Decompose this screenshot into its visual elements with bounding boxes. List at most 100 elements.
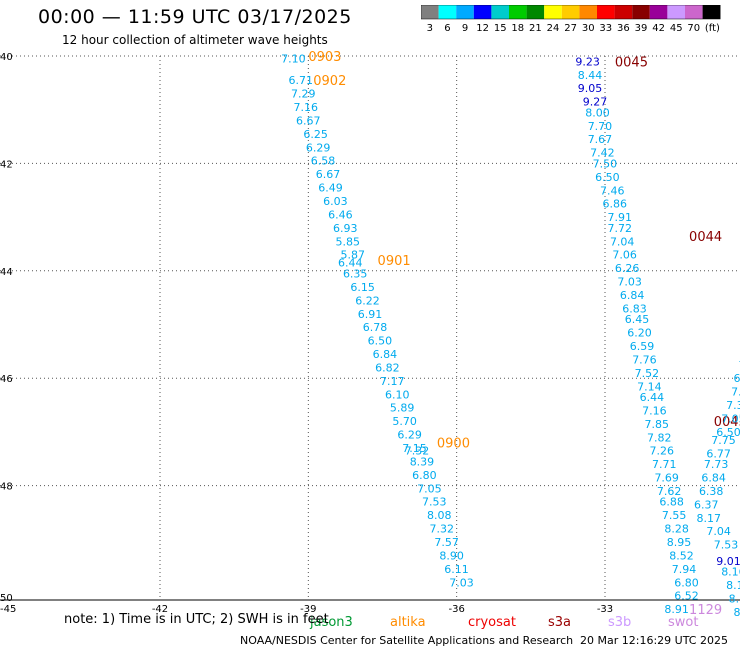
wave-height-value: 7.03 xyxy=(449,576,474,589)
wave-height-value: 6.82 xyxy=(375,361,400,374)
wave-height-value: 8.08 xyxy=(427,509,452,522)
wave-height-value: 9.05 xyxy=(578,82,603,95)
legend-label: 6 xyxy=(444,23,450,34)
wave-height-value: 7.05 xyxy=(731,386,740,399)
wave-height-value: 5.87 xyxy=(340,249,365,262)
wave-height-value: 8.52 xyxy=(669,549,694,562)
legend-swatch xyxy=(456,5,474,19)
wave-height-value: 7.72 xyxy=(607,222,632,235)
wave-height-value: 6.50 xyxy=(368,335,393,348)
lat-tick-label: 46 xyxy=(0,374,13,385)
wave-height-value: 6.91 xyxy=(358,308,383,321)
wave-height-value: 8.95 xyxy=(667,536,692,549)
wave-height-value: 6.84 xyxy=(373,348,398,361)
wave-height-value: 6.44 xyxy=(640,391,665,404)
lat-tick-label: 48 xyxy=(0,482,13,493)
legend-swatch xyxy=(685,5,703,19)
wave-height-value: 7.06 xyxy=(612,249,637,262)
pass-time-label: 0045 xyxy=(615,55,648,70)
legend-label: 45 xyxy=(670,23,683,34)
wave-height-value: 7.05 xyxy=(721,412,740,425)
satellite-legend-s3a: s3a xyxy=(548,615,571,630)
pass-time-label: 0043 xyxy=(714,415,740,430)
wave-height-value: 7.76 xyxy=(632,353,657,366)
wave-height-value: 6.50 xyxy=(716,426,740,439)
wave-height-value: 6.86 xyxy=(603,198,628,211)
wave-height-value: 6.38 xyxy=(699,485,724,498)
wave-height-value: 6.93 xyxy=(333,222,358,235)
wave-height-value: 6.83 xyxy=(622,302,647,315)
lon-tick-label: -39 xyxy=(300,604,316,615)
wave-height-value: 6.52 xyxy=(674,590,699,603)
wave-height-value: 7.17 xyxy=(380,375,405,388)
wave-height-value: 8.14 xyxy=(726,579,740,592)
wave-height-value: 7.70 xyxy=(588,120,613,133)
wave-height-value: 7.69 xyxy=(654,472,679,485)
legend-swatch xyxy=(702,5,721,19)
legend-swatch xyxy=(491,5,509,19)
wave-height-value: 8.77 xyxy=(729,592,740,605)
wave-height-value: 6.67 xyxy=(316,168,341,181)
wave-height-value: 6.26 xyxy=(615,262,640,275)
satellite-legend-altika: altika xyxy=(390,615,426,630)
wave-height-value: 7.91 xyxy=(607,211,632,224)
wave-height-value: 7.42 xyxy=(590,147,615,160)
track-altika: 7.106.717.297.166.676.256.296.586.676.49… xyxy=(281,50,474,589)
legend-swatch xyxy=(614,5,633,19)
page-subtitle: 12 hour collection of altimeter wave hei… xyxy=(62,33,328,47)
wave-height-value: 6.45 xyxy=(625,313,650,326)
wave-height-value: 7.16 xyxy=(294,101,319,114)
wave-height-value: 7.53 xyxy=(422,496,447,509)
pass-time-label: 0044 xyxy=(689,230,722,245)
wave-height-value: 6.71 xyxy=(289,74,314,87)
wave-height-value: 6.20 xyxy=(627,327,652,340)
wave-height-value: 6.03 xyxy=(323,195,348,208)
legend-swatch xyxy=(421,5,439,19)
wave-height-value: 7.30 xyxy=(726,399,740,412)
legend-label: 12 xyxy=(476,23,489,34)
legend-swatch xyxy=(579,5,597,19)
legend-label: 39 xyxy=(635,23,648,34)
wave-height-value: 6.80 xyxy=(412,469,437,482)
satellite-legend-swot: swot xyxy=(668,615,698,630)
pass-time-label: 1129 xyxy=(689,603,722,618)
wave-height-value: 6.84 xyxy=(701,472,726,485)
corner-lon-label: -45 xyxy=(0,604,16,615)
track-swot: 966.6.17.106.547.277.636.917.057.307.056… xyxy=(689,359,740,619)
wave-height-value: 6.29 xyxy=(306,141,331,154)
wave-height-value: 5.70 xyxy=(392,415,417,428)
legend-label: 24 xyxy=(547,23,560,34)
legend-label: 3 xyxy=(427,23,433,34)
wave-height-value: 6.88 xyxy=(659,496,684,509)
page-title: 00:00 — 11:59 UTC 03/17/2025 xyxy=(38,6,352,28)
wave-height-value: 7.14 xyxy=(637,380,662,393)
wave-height-value: 7.50 xyxy=(593,157,618,170)
wave-height-value: 8.52 xyxy=(734,606,740,619)
legend-swatch xyxy=(667,5,685,19)
legend-label: 36 xyxy=(617,23,630,34)
wave-height-value: 6.35 xyxy=(343,267,368,280)
pass-time-label: 0903 xyxy=(308,50,341,65)
wave-height-value: 5.89 xyxy=(390,402,415,415)
wave-height-value: 7.04 xyxy=(706,525,731,538)
pass-time-label: 0901 xyxy=(378,254,411,269)
wave-height-value: 7.03 xyxy=(617,276,642,289)
legend-label: 33 xyxy=(599,23,612,34)
wave-height-value: 6.25 xyxy=(303,128,328,141)
lat-tick-label: 44 xyxy=(0,267,13,278)
legend-swatch xyxy=(649,5,668,19)
wave-height-value: 6.84 xyxy=(620,289,645,302)
wave-height-value: 9.01 xyxy=(716,555,740,568)
pass-time-label: 0902 xyxy=(313,74,346,89)
legend-label: 18 xyxy=(511,23,524,34)
wave-height-value: 6.77 xyxy=(706,447,731,460)
wave-height-value: 8.39 xyxy=(410,455,435,468)
legend-label: (ft) xyxy=(705,23,720,34)
wave-height-value: 6.80 xyxy=(674,576,699,589)
wave-height-value: 6.58 xyxy=(311,155,336,168)
wave-height-value: 7.94 xyxy=(672,563,697,576)
color-legend: 3 6 9 12 15 18 21 24 27 30 33 36 39 42 45 70 (ft) xyxy=(421,5,721,34)
wave-height-value: 6.29 xyxy=(397,429,422,442)
satellite-legend-cryosat: cryosat xyxy=(468,615,516,630)
